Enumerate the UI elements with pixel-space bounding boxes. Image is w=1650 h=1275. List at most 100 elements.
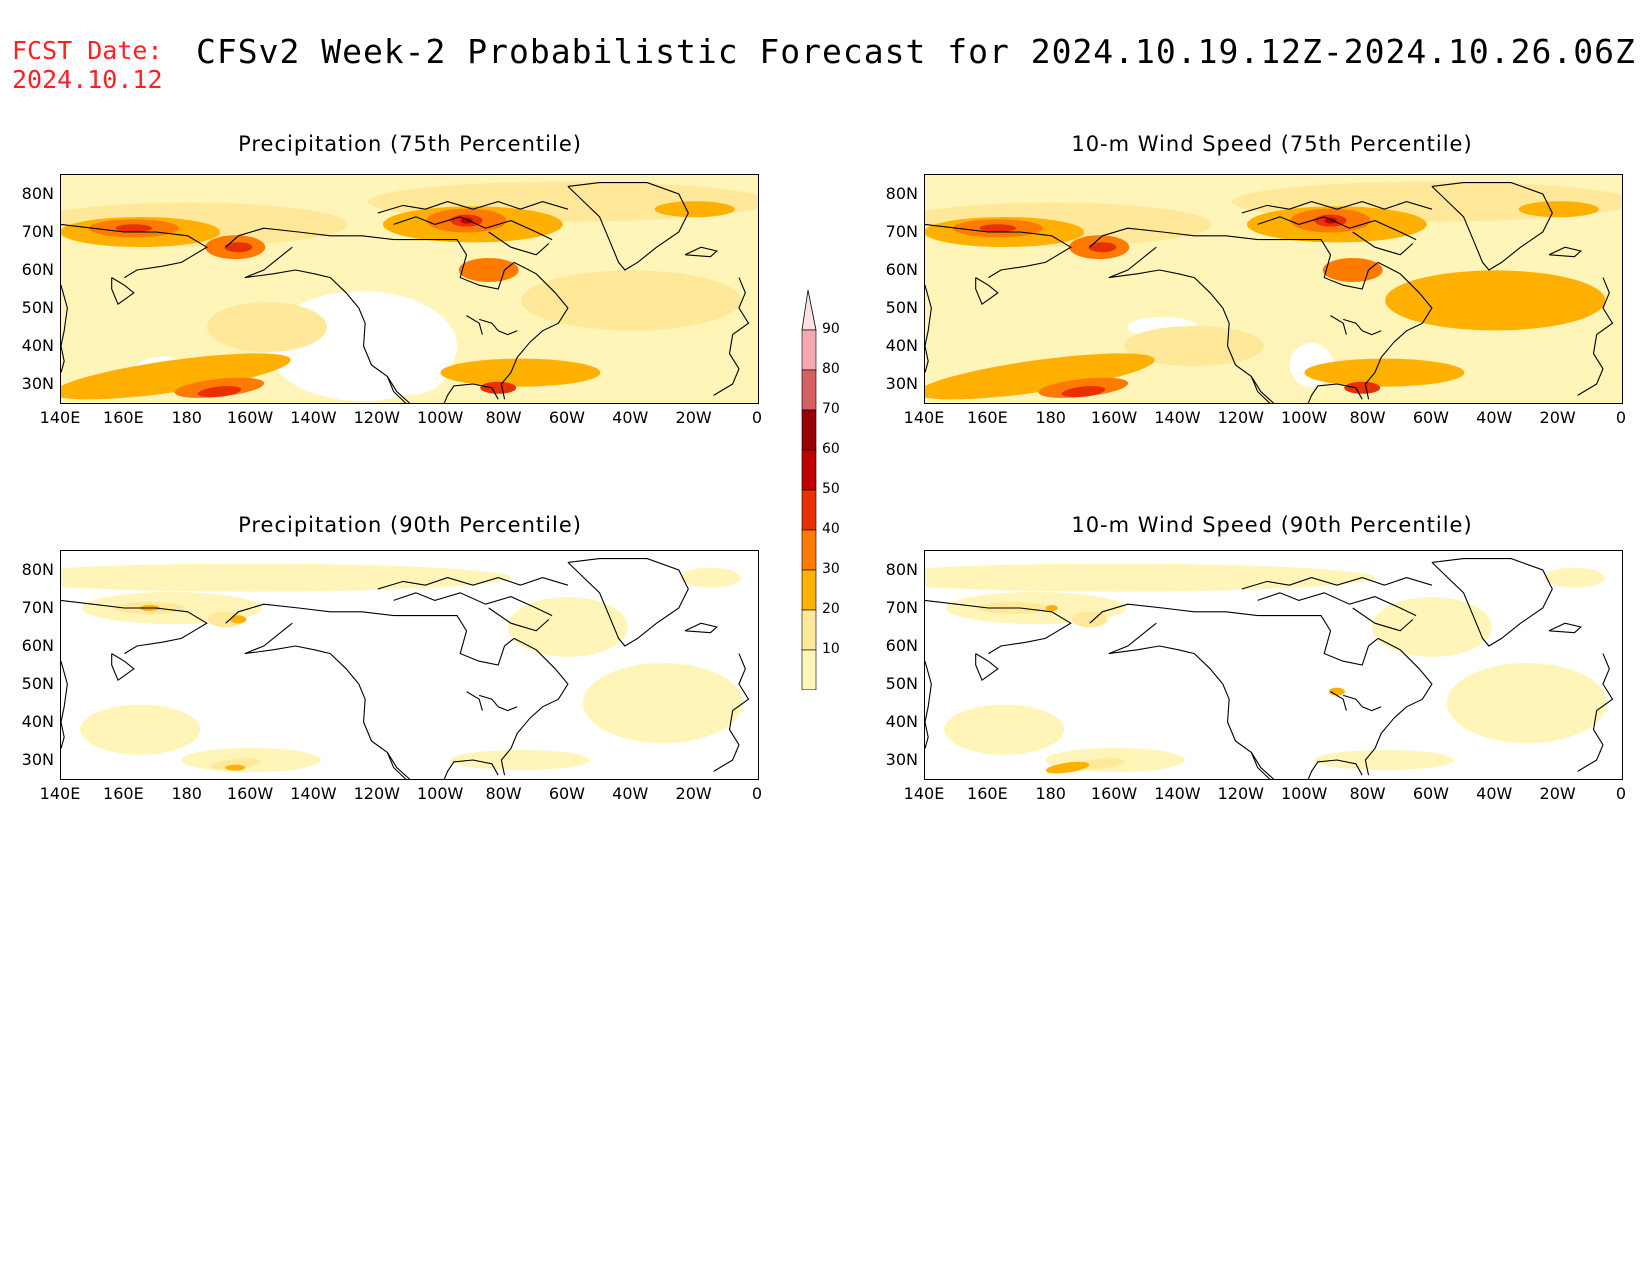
panel-title-precip90: Precipitation (90th Percentile) — [238, 513, 582, 537]
lon-label: 20W — [1539, 784, 1576, 803]
lat-label: 80N — [885, 560, 918, 579]
lat-label: 40N — [885, 712, 918, 731]
lon-label: 120W — [1217, 784, 1264, 803]
lon-label: 180 — [171, 408, 202, 427]
panel-title-wind90: 10-m Wind Speed (90th Percentile) — [1071, 513, 1473, 537]
colorbar-swatch — [801, 329, 817, 371]
lon-label: 160W — [1090, 784, 1138, 803]
page-title: CFSv2 Week-2 Probabilistic Forecast for … — [196, 32, 1636, 71]
panel-title-precip75: Precipitation (75th Percentile) — [238, 132, 582, 156]
panel-title-wind75: 10-m Wind Speed (75th Percentile) — [1071, 132, 1473, 156]
lon-label: 20W — [1539, 408, 1576, 427]
lon-label: 0 — [751, 408, 763, 427]
lon-label: 80W — [1349, 784, 1386, 803]
lon-label: 160W — [1090, 408, 1138, 427]
lat-label: 50N — [885, 298, 918, 317]
colorbar-swatch — [801, 649, 817, 691]
colorbar-label: 60 — [822, 441, 840, 457]
map-panel-wind75 — [924, 174, 1623, 404]
lon-label: 160E — [967, 784, 1008, 803]
lon-label: 120W — [353, 408, 400, 427]
lon-label: 0 — [1615, 784, 1627, 803]
lon-label: 140E — [903, 408, 945, 427]
colorbar-label: 50 — [822, 481, 840, 497]
lat-label: 70N — [21, 598, 54, 617]
colorbar-label: 40 — [822, 521, 840, 537]
lon-label: 80W — [485, 784, 522, 803]
lon-label: 140W — [1154, 408, 1201, 427]
colorbar: 90 80 70 60 50 40 30 20 10 — [800, 270, 860, 721]
colorbar-swatch — [801, 609, 817, 651]
lat-label: 80N — [21, 184, 54, 203]
colorbar-swatch — [801, 529, 817, 571]
lon-label: 160W — [226, 408, 274, 427]
lat-label: 60N — [21, 260, 54, 279]
lon-label: 40W — [1476, 408, 1513, 427]
lon-label: 140E — [39, 408, 81, 427]
lon-label: 40W — [1476, 784, 1513, 803]
lat-label: 40N — [885, 336, 918, 355]
lon-label: 160E — [103, 784, 144, 803]
map-field — [61, 551, 758, 779]
lat-label: 30N — [885, 374, 918, 393]
lon-label: 180 — [171, 784, 202, 803]
colorbar-swatch — [801, 409, 817, 451]
lon-label: 20W — [675, 784, 712, 803]
lon-label: 0 — [1615, 408, 1627, 427]
colorbar-swatch — [801, 369, 817, 411]
colorbar-label: 70 — [822, 401, 840, 417]
map-field — [925, 551, 1622, 779]
lon-label: 140E — [39, 784, 81, 803]
colorbar-label: 90 — [822, 321, 840, 337]
lon-label: 80W — [485, 408, 522, 427]
lat-label: 70N — [885, 222, 918, 241]
forecast-date-label: FCST Date: — [12, 36, 163, 65]
lon-label: 60W — [548, 408, 585, 427]
lat-label: 50N — [21, 674, 54, 693]
lon-label: 180 — [1035, 784, 1066, 803]
colorbar-label: 30 — [822, 561, 840, 577]
lat-label: 60N — [885, 636, 918, 655]
colorbar-graphic — [801, 289, 817, 721]
lat-label: 30N — [885, 750, 918, 769]
lon-label: 160E — [103, 408, 144, 427]
lon-label: 0 — [751, 784, 763, 803]
lat-label: 30N — [21, 374, 54, 393]
lon-label: 100W — [1280, 784, 1328, 803]
colorbar-swatch — [801, 449, 817, 491]
lon-label: 160E — [967, 408, 1008, 427]
lat-label: 50N — [885, 674, 918, 693]
lon-label: 140E — [903, 784, 945, 803]
lon-label: 160W — [226, 784, 274, 803]
forecast-date-block: FCST Date: 2024.10.12 — [12, 36, 163, 94]
lon-label: 60W — [1412, 784, 1449, 803]
lon-label: 60W — [548, 784, 585, 803]
lon-label: 120W — [353, 784, 400, 803]
map-panel-precip75 — [60, 174, 759, 404]
lat-label: 50N — [21, 298, 54, 317]
lat-label: 70N — [885, 598, 918, 617]
colorbar-swatch — [801, 489, 817, 531]
lon-label: 140W — [290, 784, 337, 803]
colorbar-swatch — [801, 569, 817, 611]
lon-label: 20W — [675, 408, 712, 427]
lon-label: 100W — [416, 408, 464, 427]
lat-label: 80N — [885, 184, 918, 203]
lat-label: 60N — [885, 260, 918, 279]
map-field — [925, 175, 1622, 403]
map-panel-wind90 — [924, 550, 1623, 780]
forecast-date-value: 2024.10.12 — [12, 65, 163, 94]
colorbar-label: 10 — [822, 641, 840, 657]
lon-label: 100W — [1280, 408, 1328, 427]
lat-label: 40N — [21, 336, 54, 355]
colorbar-label: 20 — [822, 601, 840, 617]
lon-label: 140W — [290, 408, 337, 427]
lon-label: 100W — [416, 784, 464, 803]
lon-label: 120W — [1217, 408, 1264, 427]
lat-label: 40N — [21, 712, 54, 731]
lon-label: 60W — [1412, 408, 1449, 427]
lat-label: 30N — [21, 750, 54, 769]
colorbar-label: 80 — [822, 361, 840, 377]
lon-label: 140W — [1154, 784, 1201, 803]
lon-label: 180 — [1035, 408, 1066, 427]
